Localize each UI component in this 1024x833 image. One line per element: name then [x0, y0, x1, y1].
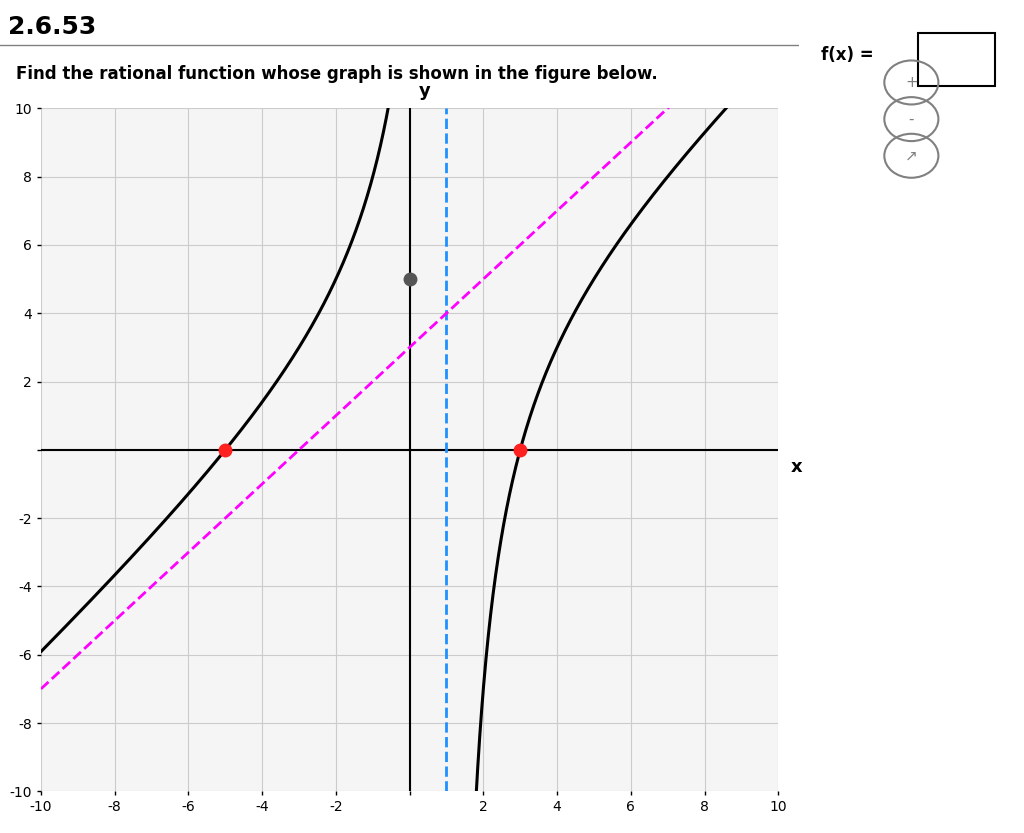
Text: y: y — [419, 82, 430, 100]
Text: f(x) =: f(x) = — [821, 46, 873, 64]
Text: -: - — [908, 112, 914, 127]
Text: ↗: ↗ — [905, 148, 918, 163]
Text: Find the rational function whose graph is shown in the figure below.: Find the rational function whose graph i… — [16, 65, 657, 83]
Text: +: + — [905, 75, 918, 90]
FancyBboxPatch shape — [919, 33, 994, 86]
Text: 2.6.53: 2.6.53 — [8, 15, 96, 39]
Text: x: x — [791, 458, 803, 476]
